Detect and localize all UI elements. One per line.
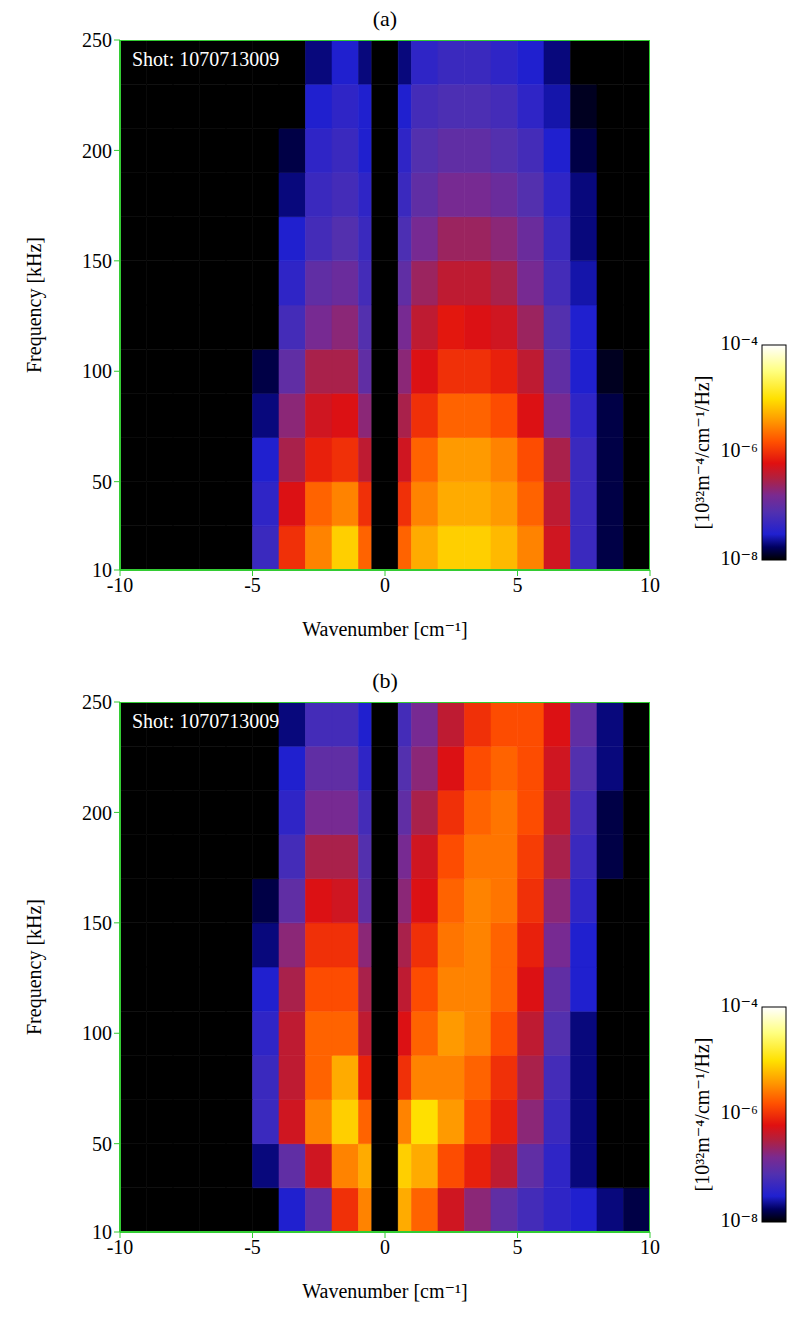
- svg-text:0: 0: [380, 574, 390, 596]
- svg-text:200: 200: [82, 802, 112, 824]
- html-text:(b): (b): [372, 668, 398, 693]
- svg-text:150: 150: [82, 250, 112, 272]
- svg-text:10: 10: [92, 1221, 112, 1243]
- svg-text:-5: -5: [244, 574, 261, 596]
- svg-text:250: 250: [82, 691, 112, 713]
- svg-text:10: 10: [640, 574, 660, 596]
- svg-text:Wavenumber [cm⁻¹]: Wavenumber [cm⁻¹]: [302, 1280, 467, 1302]
- svg-text:Frequency [kHz]: Frequency [kHz]: [23, 237, 46, 373]
- html-text:Shot: 1070713009: Shot: 1070713009: [132, 710, 280, 732]
- svg-text:100: 100: [82, 1022, 112, 1044]
- html-text:(a): (a): [372, 6, 398, 31]
- svg-text:-5: -5: [244, 1236, 261, 1258]
- html-text:Shot: 1070713009: Shot: 1070713009: [132, 48, 280, 70]
- svg-text:-10: -10: [106, 1236, 134, 1259]
- svg-text:10⁻⁸: 10⁻⁸: [720, 1209, 758, 1231]
- svg-text:10: 10: [640, 1236, 660, 1258]
- svg-text:Wavenumber [cm⁻¹]: Wavenumber [cm⁻¹]: [302, 618, 467, 640]
- svg-text:50: 50: [92, 471, 112, 493]
- svg-text:10⁻⁴: 10⁻⁴: [720, 994, 758, 1016]
- svg-text:150: 150: [82, 912, 112, 934]
- svg-text:50: 50: [92, 1133, 112, 1155]
- svg-text:200: 200: [82, 140, 112, 162]
- svg-text:10⁻⁴: 10⁻⁴: [720, 332, 758, 354]
- svg-text:10⁻⁶: 10⁻⁶: [720, 439, 758, 461]
- svg-text:5: 5: [513, 574, 523, 596]
- svg-text:-10: -10: [106, 574, 134, 597]
- svg-text:250: 250: [82, 29, 112, 51]
- svg-text:0: 0: [380, 1236, 390, 1258]
- svg-text:[10³²m⁻⁴/cm⁻¹/Hz]: [10³²m⁻⁴/cm⁻¹/Hz]: [691, 1038, 713, 1192]
- svg-text:Frequency [kHz]: Frequency [kHz]: [23, 899, 46, 1035]
- svg-text:[10³²m⁻⁴/cm⁻¹/Hz]: [10³²m⁻⁴/cm⁻¹/Hz]: [691, 376, 713, 530]
- svg-text:5: 5: [513, 1236, 523, 1258]
- svg-text:10⁻⁸: 10⁻⁸: [720, 547, 758, 569]
- svg-text:100: 100: [82, 360, 112, 382]
- svg-text:10: 10: [92, 559, 112, 581]
- svg-text:10⁻⁶: 10⁻⁶: [720, 1101, 758, 1123]
